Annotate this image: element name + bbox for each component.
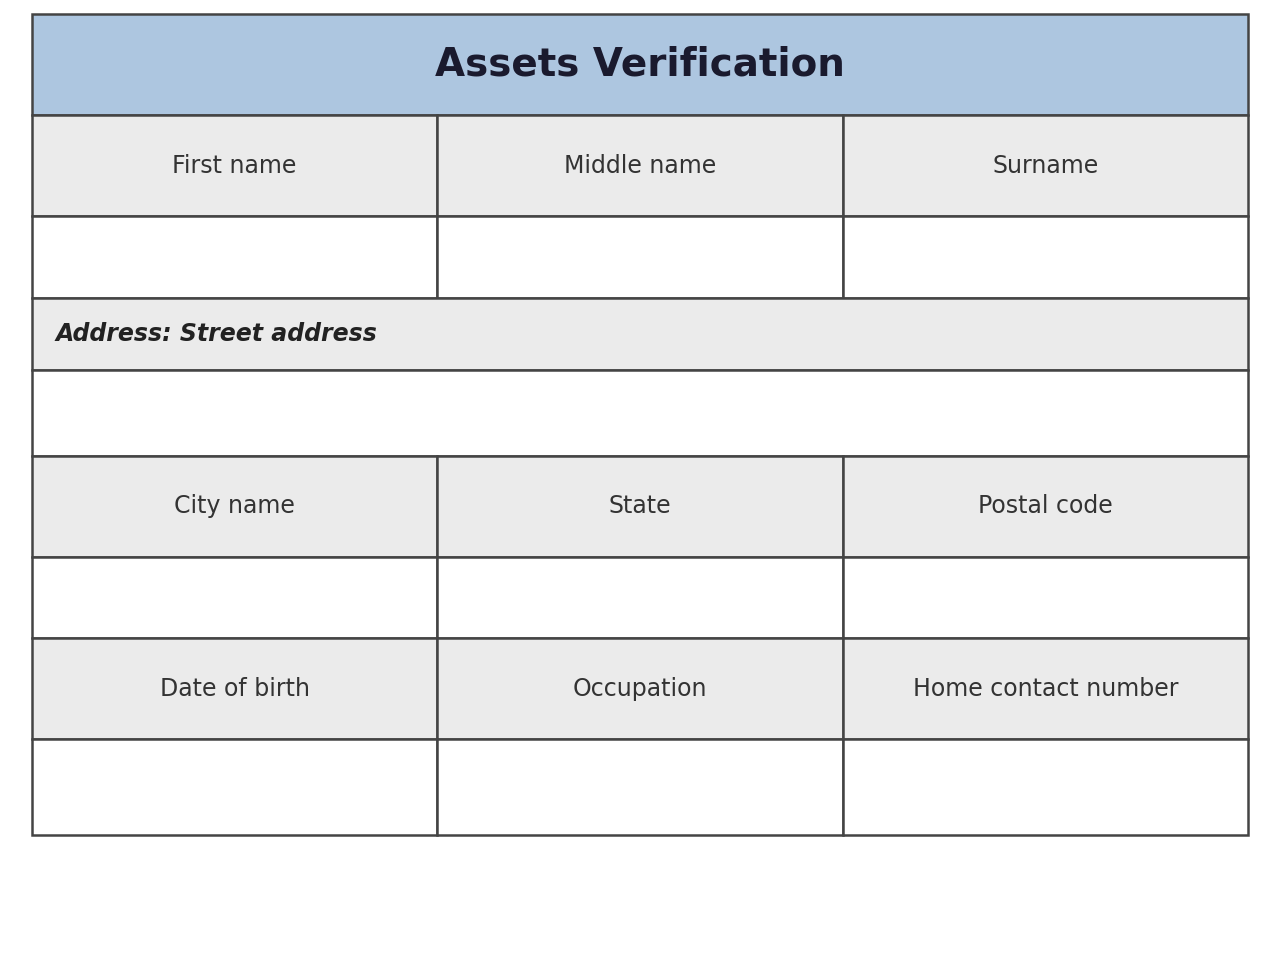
Text: First name: First name (173, 154, 297, 178)
Bar (32, 14, 1248, 115)
Text: Surname: Surname (992, 154, 1098, 178)
Bar (438, 739, 842, 835)
Text: Assets Verification: Assets Verification (435, 46, 845, 84)
Bar (32, 638, 438, 739)
Bar (438, 557, 842, 638)
Bar (842, 456, 1248, 557)
Bar (32, 456, 438, 557)
Bar (32, 216, 438, 298)
Bar (842, 739, 1248, 835)
Text: Middle name: Middle name (564, 154, 716, 178)
Bar (438, 115, 842, 216)
Bar (438, 216, 842, 298)
Text: Postal code: Postal code (978, 494, 1112, 518)
Bar (842, 557, 1248, 638)
Text: City name: City name (174, 494, 296, 518)
Bar (32, 115, 438, 216)
Bar (438, 456, 842, 557)
Bar (842, 638, 1248, 739)
Bar (842, 216, 1248, 298)
Text: Home contact number: Home contact number (913, 677, 1178, 701)
Bar (32, 557, 438, 638)
Bar (438, 638, 842, 739)
Bar (842, 115, 1248, 216)
Text: Occupation: Occupation (572, 677, 708, 701)
Text: Address: Street address: Address: Street address (55, 322, 376, 346)
Bar (32, 370, 1248, 456)
Bar (32, 298, 1248, 370)
Bar (32, 739, 438, 835)
Text: State: State (609, 494, 671, 518)
Text: Date of birth: Date of birth (160, 677, 310, 701)
